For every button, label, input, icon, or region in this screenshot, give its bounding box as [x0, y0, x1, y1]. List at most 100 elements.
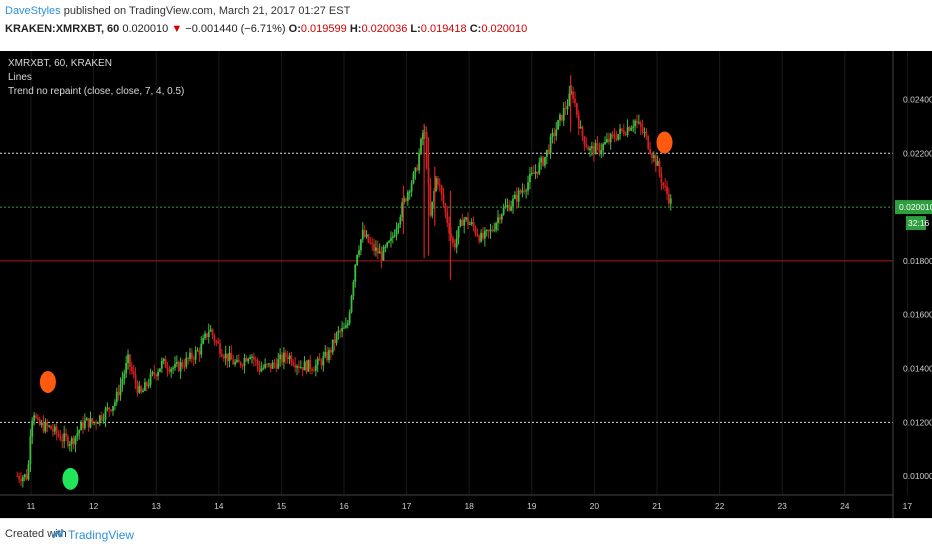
candle-body — [333, 339, 336, 343]
candle-body — [455, 237, 458, 248]
candle-body — [183, 366, 186, 368]
footer: Created with TradingView — [0, 518, 932, 550]
author-link[interactable]: DaveStyles — [5, 5, 61, 17]
candle-body — [459, 219, 462, 227]
candle-body — [557, 120, 559, 130]
candle-body — [262, 367, 265, 369]
candle-body — [461, 219, 464, 226]
legend-symbol: XMRXBT, 60, KRAKEN — [8, 58, 112, 69]
candle-body — [575, 103, 578, 115]
candle-body — [442, 193, 445, 205]
candle-body — [192, 358, 195, 360]
candle-body — [70, 438, 73, 445]
high-value: 0.020036 — [361, 23, 408, 35]
candle-body — [144, 382, 146, 391]
candle-body — [621, 128, 623, 131]
candle-body — [406, 192, 409, 201]
candle-body — [237, 359, 240, 363]
candle-body — [151, 372, 154, 374]
candle-body — [401, 202, 404, 218]
candle-body — [437, 178, 439, 185]
candle-body — [68, 444, 71, 446]
candle-body — [352, 281, 355, 297]
price-change: −0.001440 (−6.71%) — [185, 23, 286, 35]
candle-body — [110, 409, 113, 411]
tradingview-cloud-icon[interactable] — [50, 526, 66, 542]
candle-body — [147, 384, 150, 387]
candle-body — [20, 479, 22, 482]
x-tick-label: 18 — [464, 501, 474, 511]
candle-body — [113, 402, 116, 407]
candle-body — [226, 353, 229, 362]
candle-body — [72, 438, 75, 445]
candle-body — [206, 333, 208, 338]
candle-body — [594, 143, 597, 155]
candle-body — [393, 235, 396, 237]
candle-body — [50, 425, 52, 430]
candle-body — [316, 358, 319, 366]
candle-body — [38, 419, 41, 426]
candle-body — [431, 201, 434, 216]
candle-body — [313, 370, 315, 372]
candle-body — [667, 193, 670, 204]
current-price-badge — [895, 200, 932, 215]
candle-body — [583, 136, 586, 145]
candle-body — [607, 139, 610, 143]
x-tick-label: 17 — [402, 501, 412, 511]
candle-body — [666, 186, 668, 194]
candle-body — [200, 343, 203, 355]
candle-body — [388, 241, 390, 243]
candle-body — [89, 418, 92, 428]
candle-body — [177, 361, 180, 372]
candle-body — [221, 353, 223, 357]
candle-body — [172, 367, 175, 369]
candle-body — [224, 353, 227, 359]
candle-body — [299, 367, 302, 369]
sell-signal-marker — [656, 131, 673, 154]
candle-body — [457, 226, 460, 238]
candle-body — [134, 374, 137, 384]
candle-body — [540, 157, 543, 163]
candle-body — [375, 247, 377, 251]
candle-body — [566, 105, 569, 109]
candle-body — [480, 232, 482, 242]
candle-body — [606, 139, 608, 143]
candle-body — [414, 167, 417, 173]
candle-body — [290, 355, 293, 364]
candle-body — [301, 367, 304, 371]
candle-body — [343, 327, 345, 329]
candle-body — [662, 182, 665, 186]
current-price-label: 0.020010 — [899, 202, 932, 212]
candle-body — [344, 325, 347, 328]
candle-body — [130, 366, 133, 372]
candle-body — [53, 426, 56, 432]
candle-body — [267, 363, 270, 365]
candle-body — [542, 157, 544, 166]
x-tick-label: 12 — [89, 501, 99, 511]
candle-body — [658, 160, 661, 173]
candle-body — [515, 194, 518, 202]
last-price: 0.020010 — [122, 23, 169, 35]
candle-body — [626, 127, 629, 135]
candle-body — [230, 352, 233, 360]
candle-body — [399, 217, 402, 225]
candle-body — [74, 436, 77, 445]
candle-body — [204, 333, 206, 339]
candle-body — [174, 363, 176, 368]
candle-body — [209, 329, 212, 332]
candle-body — [168, 369, 171, 372]
candle-body — [279, 354, 282, 360]
candle-body — [207, 331, 210, 338]
tradingview-brand-link[interactable]: TradingView — [68, 528, 135, 542]
x-tick-label: 23 — [777, 501, 787, 511]
candle-body — [559, 114, 561, 121]
candle-body — [489, 229, 492, 232]
candle-body — [27, 464, 30, 480]
candle-body — [568, 93, 571, 106]
candle-body — [127, 354, 129, 364]
candle-body — [196, 350, 199, 352]
